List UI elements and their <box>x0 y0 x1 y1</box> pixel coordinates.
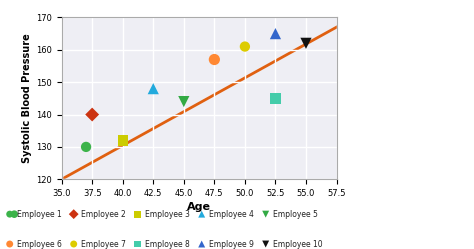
Point <box>262 212 269 216</box>
X-axis label: Age: Age <box>187 202 211 212</box>
Text: Employee 10: Employee 10 <box>273 240 322 249</box>
Text: Employee 6: Employee 6 <box>17 240 62 249</box>
Text: Employee 4: Employee 4 <box>209 210 254 219</box>
Point <box>302 41 310 45</box>
Point <box>241 45 249 49</box>
Point <box>82 145 90 149</box>
Text: Employee 7: Employee 7 <box>81 240 126 249</box>
Text: ●: ● <box>9 209 18 219</box>
Point <box>198 242 206 246</box>
Text: Employee 5: Employee 5 <box>273 210 318 219</box>
Text: Employee 1: Employee 1 <box>17 210 61 219</box>
Point <box>134 242 141 246</box>
Point <box>272 32 279 36</box>
Point <box>180 100 188 104</box>
Y-axis label: Systolic Blood Pressure: Systolic Blood Pressure <box>22 33 32 163</box>
Point <box>88 113 96 117</box>
Point <box>6 242 13 246</box>
Text: Employee 3: Employee 3 <box>145 210 190 219</box>
Point <box>6 212 13 216</box>
Point <box>119 138 127 142</box>
Point <box>70 212 78 216</box>
Point <box>134 212 141 216</box>
Point <box>262 242 269 246</box>
Point <box>210 58 218 62</box>
Point <box>70 242 78 246</box>
Text: Employee 8: Employee 8 <box>145 240 189 249</box>
Point <box>149 87 157 91</box>
Text: Employee 2: Employee 2 <box>81 210 125 219</box>
Text: Employee 9: Employee 9 <box>209 240 254 249</box>
Point <box>272 96 279 100</box>
Point <box>198 212 206 216</box>
